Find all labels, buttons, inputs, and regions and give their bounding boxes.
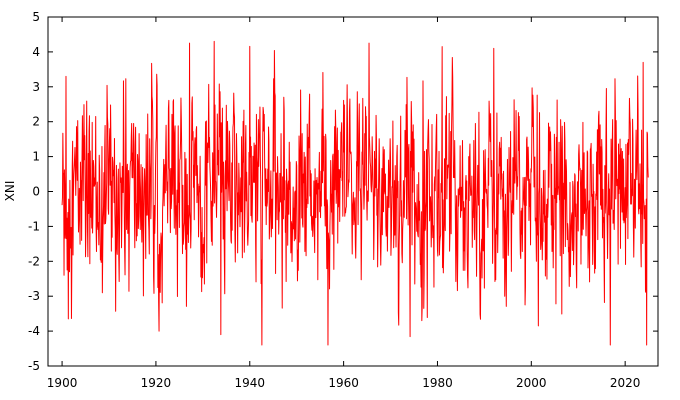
x-tick-label: 1940 [234, 376, 265, 390]
y-ticks: -5 -4 -3 -2 -1 0 1 2 3 4 5 [28, 10, 658, 373]
x-tick-label: 1920 [141, 376, 172, 390]
x-tick-label: 2020 [610, 376, 641, 390]
y-axis-label: XNI [3, 181, 17, 202]
y-tick-label: 5 [32, 10, 40, 24]
series-line-xni [61, 40, 649, 346]
series-layer [61, 40, 649, 346]
x-tick-label: 1980 [422, 376, 453, 390]
y-tick-label: -2 [28, 254, 40, 268]
y-tick-label: 1 [32, 150, 40, 164]
y-tick-label: -5 [28, 359, 40, 373]
y-tick-label: -3 [28, 289, 40, 303]
x-tick-label: 1900 [47, 376, 78, 390]
y-tick-label: -4 [28, 324, 40, 338]
y-tick-label: 4 [32, 45, 40, 59]
y-tick-label: 3 [32, 80, 40, 94]
x-ticks: 1900 1920 1940 1960 1980 2000 2020 [47, 17, 641, 390]
y-tick-label: 0 [32, 185, 40, 199]
x-tick-label: 1960 [328, 376, 359, 390]
y-tick-label: -1 [28, 219, 40, 233]
y-tick-label: 2 [32, 115, 40, 129]
x-tick-label: 2000 [516, 376, 547, 390]
